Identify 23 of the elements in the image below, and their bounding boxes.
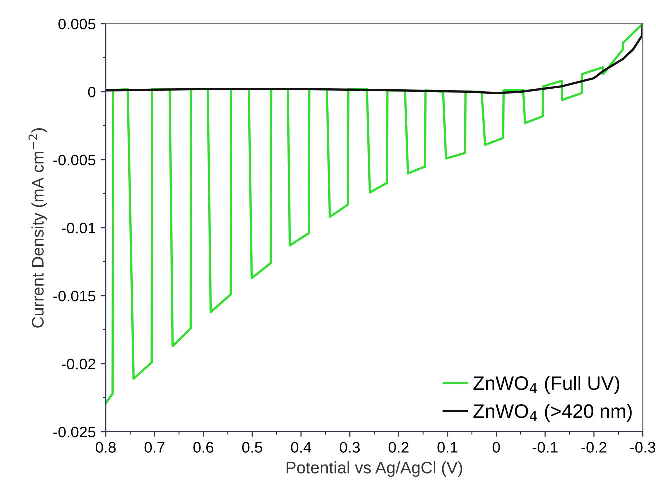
x-tick-label: -0.2	[582, 442, 607, 453]
x-tick-label: 0	[492, 442, 500, 453]
x-tick-label: 0.1	[438, 442, 458, 453]
y-tick-label: -0.015	[54, 290, 96, 302]
x-tick-label: -0.1	[532, 442, 558, 453]
x-tick-label: 0.7	[144, 442, 165, 453]
x-axis-title: Potential vs Ag/AgCl (V)	[286, 462, 462, 478]
y-tick-label: -0.02	[62, 358, 96, 370]
x-tick-label: 0.2	[388, 442, 409, 453]
x-tick-label: 0.8	[96, 442, 116, 453]
y-tick-label: -0.005	[54, 154, 96, 166]
x-tick-label: -0.3	[630, 442, 656, 453]
x-tick-label: 0.4	[291, 442, 312, 453]
x-tick-label: 0.3	[340, 442, 360, 453]
y-tick-label: -0.01	[62, 222, 96, 234]
y-tick-label: 0.005	[58, 18, 96, 30]
legend-label: ZnWO$_{4}$ (Full UV)	[474, 376, 620, 394]
y-tick-label: -0.025	[54, 426, 96, 438]
y-axis-title: Current Density (mA cm$^{−2}$)	[28, 128, 48, 328]
x-tick-label: 0.6	[194, 442, 214, 453]
y-tick-label: 0	[88, 86, 96, 98]
x-tick-label: 0.5	[242, 442, 262, 453]
legend-label: ZnWO$_{4}$ (>420 nm)	[474, 404, 632, 422]
